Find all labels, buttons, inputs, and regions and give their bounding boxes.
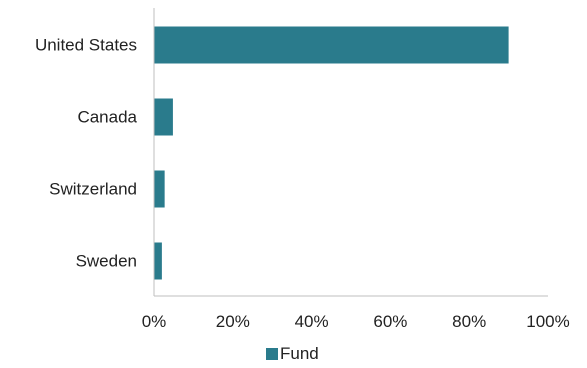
legend-swatch xyxy=(266,348,278,360)
legend-label: Fund xyxy=(280,344,319,363)
bar-sweden xyxy=(154,242,162,280)
bar-switzerland xyxy=(154,170,165,208)
x-tick-label: 100% xyxy=(526,312,569,331)
bars-layer xyxy=(154,26,509,280)
labels-layer: United States Canada Switzerland Sweden 0% 20… xyxy=(35,36,570,332)
category-label: United States xyxy=(35,36,137,55)
x-tick-label: 40% xyxy=(295,312,329,331)
category-label: Switzerland xyxy=(49,180,137,199)
bar-canada xyxy=(154,98,173,136)
x-tick-label: 20% xyxy=(216,312,250,331)
category-label: Canada xyxy=(77,108,137,127)
x-tick-label: 60% xyxy=(373,312,407,331)
axes-layer xyxy=(153,8,548,297)
x-tick-label: 80% xyxy=(452,312,486,331)
x-tick-label: 0% xyxy=(142,312,167,331)
category-label: Sweden xyxy=(76,252,137,271)
legend: Fund xyxy=(266,344,319,363)
bar-united-states xyxy=(154,26,509,64)
